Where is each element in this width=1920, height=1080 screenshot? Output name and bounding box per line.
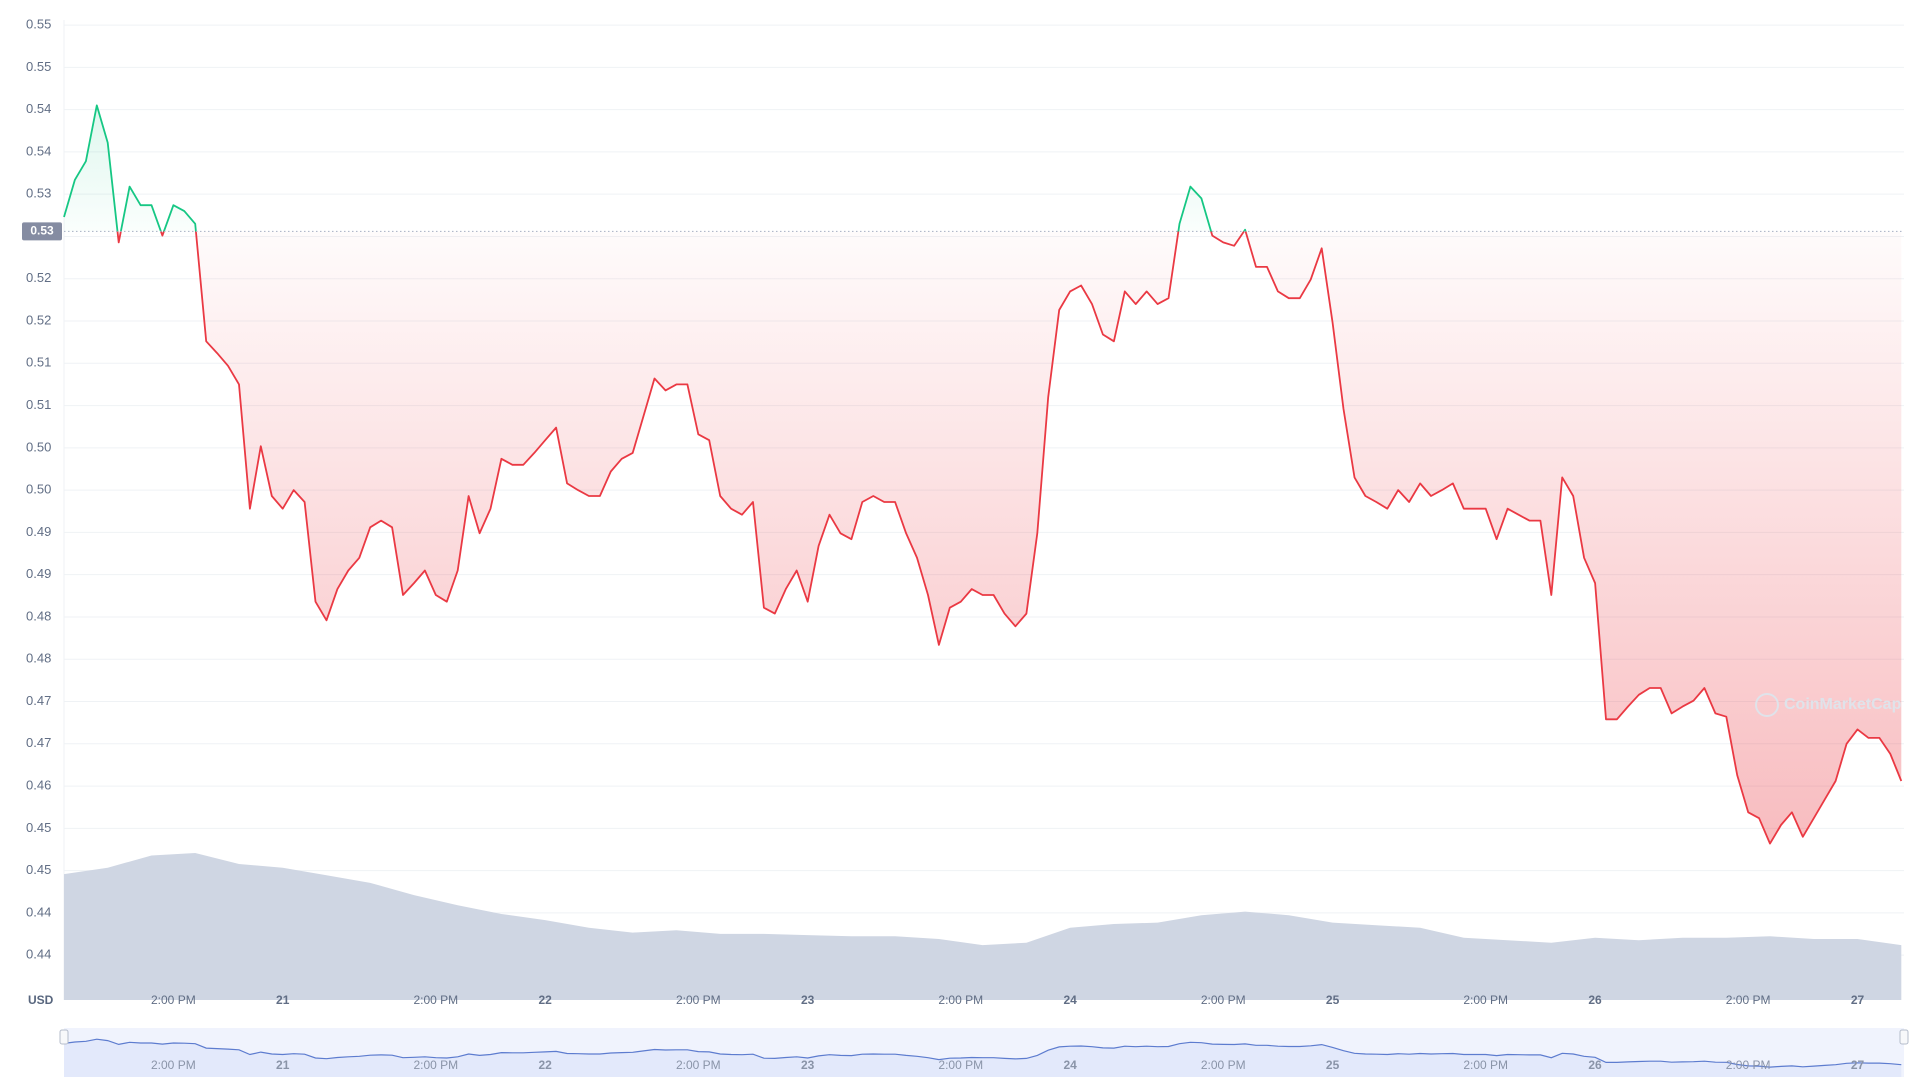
y-tick-label: 0.46	[26, 778, 51, 793]
y-tick-label: 0.50	[26, 439, 51, 454]
axis-unit: USD	[28, 993, 54, 1007]
navigator: 2:00 PM 21 2:00 PM 22 2:00 PM 23 2:00 PM 24 2:00…	[59, 1028, 1909, 1077]
navigator-tick-label: 25	[1326, 1058, 1340, 1072]
y-tick-label: 0.49	[26, 524, 51, 539]
y-tick-label: 0.54	[26, 143, 51, 158]
x-tick-label: 2:00 PM	[1463, 993, 1508, 1007]
x-tick-label: 2:00 PM	[413, 993, 458, 1007]
navigator-tick-label: 2:00 PM	[1201, 1058, 1246, 1072]
x-tick-label: 23	[801, 993, 815, 1007]
x-tick-label: 24	[1063, 993, 1077, 1007]
x-tick-label: 2:00 PM	[1726, 993, 1771, 1007]
navigator-handle[interactable]	[1899, 1029, 1909, 1045]
y-tick-label: 0.49	[26, 566, 51, 581]
navigator-line	[63, 1038, 1902, 1068]
y-tick-label: 0.50	[26, 482, 51, 497]
y-tick-label: 0.47	[26, 735, 51, 750]
navigator-tick-label: 26	[1588, 1058, 1602, 1072]
navigator-tick-label: 2:00 PM	[938, 1058, 983, 1072]
y-tick-label: 0.45	[26, 862, 51, 877]
y-tick-label: 0.48	[26, 651, 51, 666]
navigator-tick-label: 2:00 PM	[151, 1058, 196, 1072]
x-tick-label: 21	[276, 993, 290, 1007]
price-area	[64, 105, 1902, 844]
navigator-tick-label: 24	[1063, 1058, 1077, 1072]
price-layer	[63, 104, 1904, 845]
navigator-tick-label: 2:00 PM	[676, 1058, 721, 1072]
volume-layer	[64, 853, 1902, 1000]
x-tick-label: 26	[1588, 993, 1602, 1007]
volume-area	[64, 853, 1902, 1000]
navigator-handle[interactable]	[59, 1029, 69, 1045]
x-tick-label: 2:00 PM	[151, 993, 196, 1007]
y-tick-label: 0.55	[26, 17, 51, 32]
navigator-tick-label: 2:00 PM	[1726, 1058, 1771, 1072]
x-tick-label: 22	[539, 993, 553, 1007]
y-tick-label: 0.48	[26, 608, 51, 623]
watermark: CoinMarketCap	[1784, 696, 1902, 713]
price-line	[63, 104, 1903, 845]
x-tick-label: 2:00 PM	[676, 993, 721, 1007]
y-tick-label: 0.44	[26, 947, 51, 962]
x-tick-label: 2:00 PM	[1201, 993, 1246, 1007]
y-tick-label: 0.52	[26, 270, 51, 285]
y-tick-label: 0.45	[26, 820, 51, 835]
navigator-tick-label: 2:00 PM	[1463, 1058, 1508, 1072]
y-tick-label: 0.44	[26, 904, 51, 919]
y-tick-label: 0.52	[26, 312, 51, 327]
reference-marker	[22, 222, 62, 241]
x-tick-label: 25	[1326, 993, 1340, 1007]
navigator-tick-label: 23	[801, 1058, 815, 1072]
navigator-tick-label: 27	[1851, 1058, 1865, 1072]
y-tick-label: 0.54	[26, 101, 51, 116]
y-tick-label: 0.55	[26, 59, 51, 74]
watermark-logo	[1755, 693, 1779, 717]
y-tick-label: 0.53	[26, 186, 51, 201]
axes: 0.44 0.44 0.45 0.45 0.46 0.47 0.47 0.48 0.48 0.49…	[22, 17, 1902, 1007]
reference-label: 0.53	[30, 224, 54, 238]
navigator-tick-label: 2:00 PM	[413, 1058, 458, 1072]
navigator-tick-label: 22	[539, 1058, 553, 1072]
x-tick-label: 2:00 PM	[938, 993, 983, 1007]
x-tick-label: 27	[1851, 993, 1865, 1007]
y-tick-label: 0.51	[26, 355, 51, 370]
navigator-tick-label: 21	[276, 1058, 290, 1072]
y-tick-label: 0.47	[26, 693, 51, 708]
y-tick-label: 0.51	[26, 397, 51, 412]
